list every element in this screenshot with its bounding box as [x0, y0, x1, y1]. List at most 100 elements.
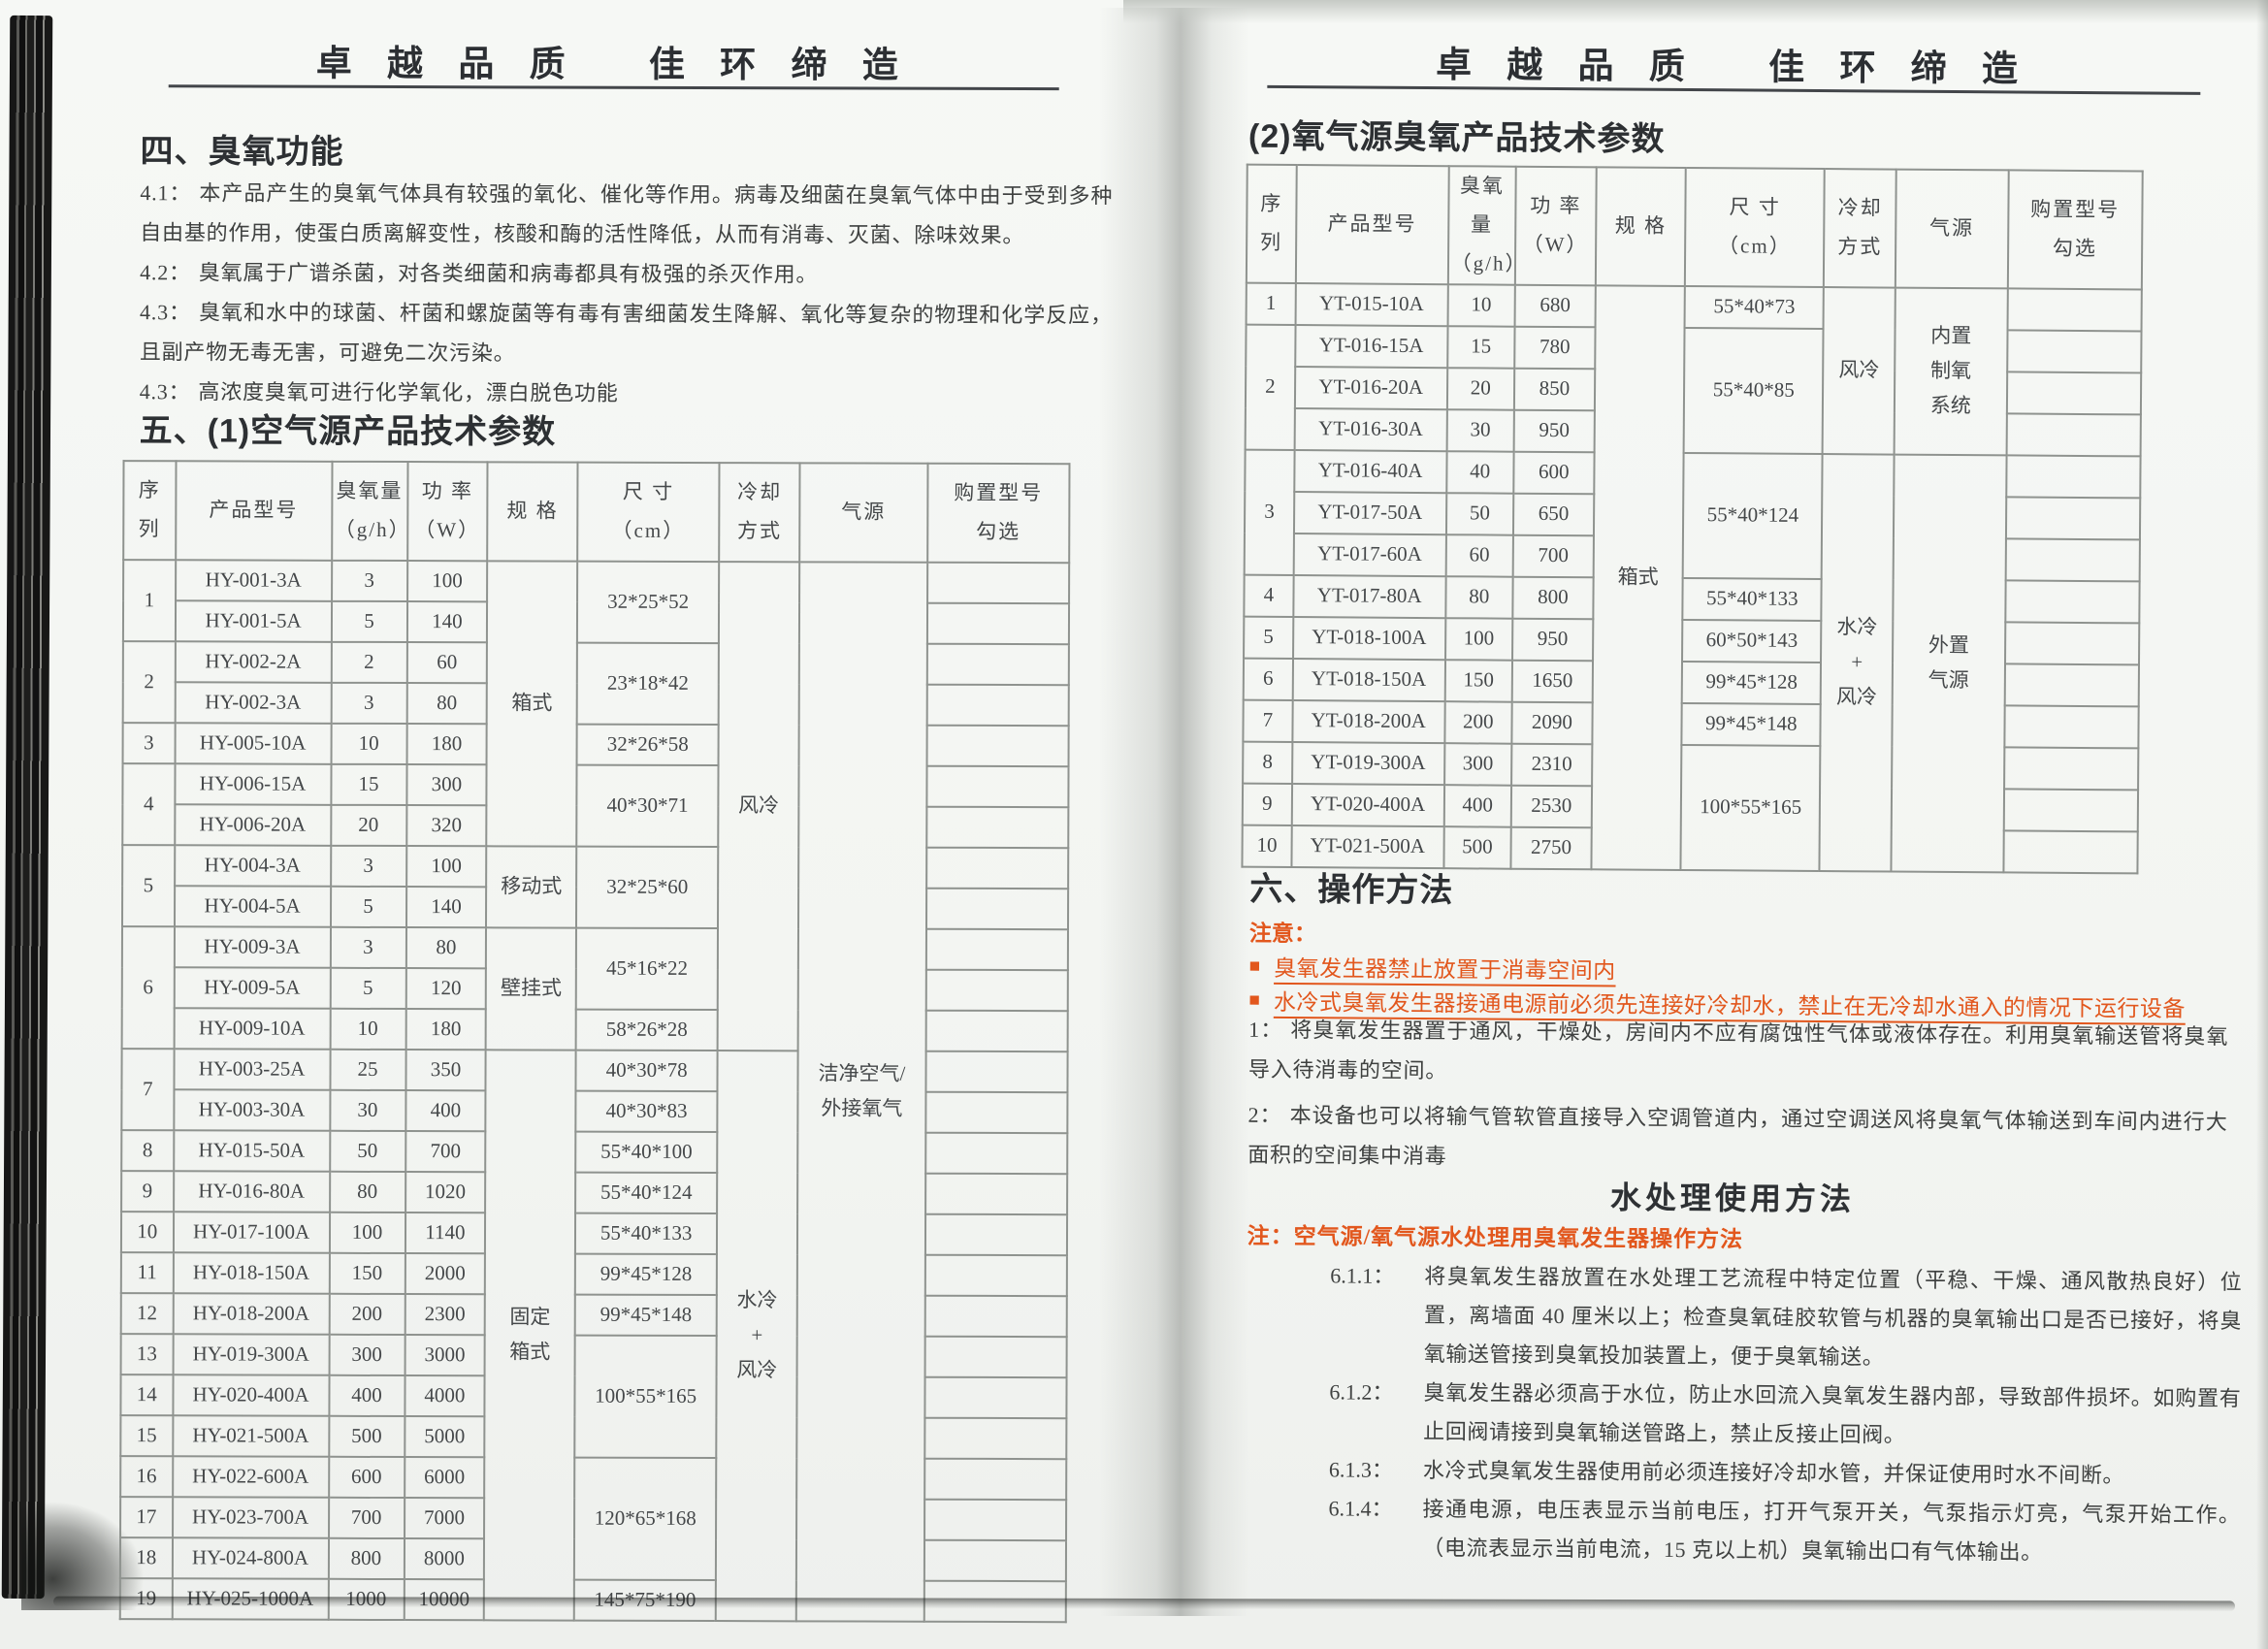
table-cell: 30: [329, 1089, 405, 1132]
table-cell: 15: [330, 763, 407, 806]
table-cell: 3: [331, 560, 407, 602]
table-row: 16 HY-022-600A 600 6000 120*65*168: [120, 1456, 1067, 1581]
table-cell: 5: [331, 600, 407, 643]
table-cell: 300: [405, 764, 487, 806]
table-cell: 600: [328, 1456, 405, 1499]
table-cell: 13: [120, 1334, 174, 1375]
table-cell: 水冷 + 风冷: [1819, 453, 1895, 872]
table-cell: 风冷: [717, 562, 800, 1051]
table-cell: 8000: [404, 1538, 485, 1580]
model-checkbox-cell: [926, 643, 1069, 686]
table-cell: 4000: [404, 1375, 485, 1417]
water-step-6-1-1: 6.1.1： 将臭氧发生器放置在水处理工艺流程中特定位置（平稳、干燥、通风散热良好…: [1330, 1256, 2243, 1379]
operation-steps: 1： 将臭氧发生器置于通风，干燥处，房间内不应有腐蚀性气体或液体存在。利用臭氧输送…: [1247, 1010, 2228, 1187]
table-cell: 700: [405, 1131, 486, 1173]
model-checkbox-cell: [923, 1458, 1067, 1501]
paragraph-text: 臭氧和水中的球菌、杆菌和螺旋菌等有毒有害细菌发生降解、氧化等复杂的物理和化学反应…: [139, 300, 1114, 366]
model-checkbox-cell: [925, 928, 1068, 971]
square-bullet-icon: ■: [1248, 989, 1261, 1011]
table-cell: 25: [329, 1049, 406, 1091]
table-cell: 6000: [404, 1457, 485, 1499]
paragraph-label: 4.3：: [139, 300, 192, 325]
table-cell: 55*40*133: [1682, 577, 1822, 621]
model-checkbox-cell: [926, 765, 1069, 808]
paragraph-text: 本产品产生的臭氧气体具有较强的氧化、催化等作用。病毒及细菌在臭氧气体中由于受到多…: [140, 180, 1114, 248]
model-checkbox-cell: [924, 1213, 1068, 1256]
table-cell: 2310: [1510, 743, 1593, 786]
table-cell: 58*26*28: [575, 1009, 718, 1051]
table-cell: 99*45*148: [574, 1294, 718, 1337]
table-cell: 1: [1246, 282, 1296, 325]
table-cell: 55*40*73: [1684, 285, 1825, 329]
table-cell: 950: [1511, 618, 1594, 661]
table-cell: 100: [329, 1212, 405, 1254]
square-bullet-icon: ■: [1248, 955, 1261, 977]
model-checkbox-cell: [2007, 288, 2142, 332]
model-checkbox-cell: [924, 1173, 1068, 1215]
table-cell: 10: [1447, 283, 1515, 327]
table-cell: 200: [1444, 700, 1512, 744]
water-step-6-1-4: 6.1.4： 接通电源，电压表显示当前电压，打开气泵开关，气泵指示灯亮，气泵开始工…: [1328, 1489, 2241, 1573]
table-cell: YT-016-20A: [1294, 366, 1447, 409]
paragraph-4-1: 4.1： 本产品产生的臭氧气体具有较强的氧化、催化等作用。病毒及细菌在臭氧气体中由…: [140, 173, 1113, 255]
table-cell: YT-015-10A: [1295, 282, 1448, 326]
table-cell: 移动式: [486, 846, 577, 928]
center-fold-shadow: [1099, 8, 1249, 1616]
model-checkbox-cell: [2005, 455, 2141, 499]
table-cell: 80: [329, 1171, 405, 1213]
table-cell: 80: [1444, 575, 1513, 619]
table-cell: YT-017-80A: [1293, 574, 1446, 618]
table-cell: 680: [1514, 284, 1596, 327]
table-cell: HY-004-5A: [174, 886, 331, 927]
table-cell: YT-018-100A: [1292, 616, 1445, 660]
paragraph-4-2: 4.2： 臭氧属于广谱杀菌，对各类细菌和病毒都具有极强的杀灭作用。: [140, 252, 1113, 295]
table-cell: 2000: [405, 1253, 486, 1295]
table-cell: 18: [119, 1537, 173, 1579]
operation-step-1: 1： 将臭氧发生器置于通风，干燥处，房间内不应有腐蚀性气体或液体存在。利用臭氧输送…: [1248, 1010, 2229, 1096]
table-cell: 15: [1446, 325, 1515, 369]
table-cell: HY-021-500A: [172, 1415, 329, 1457]
table-cell: HY-001-5A: [175, 600, 332, 642]
table-cell: 55*40*100: [575, 1131, 718, 1174]
table-cell: 2530: [1510, 785, 1593, 827]
table-row: 2 HY-002-2A 2 60 23*18*42: [122, 641, 1069, 726]
table-cell: 850: [1513, 368, 1596, 410]
table-cell: 7000: [404, 1498, 485, 1539]
right-page: 卓 越 品 质 佳 环 缔 造 (2)氧气源臭氧产品技术参数 序 列产品型号 臭氧…: [1148, 0, 2268, 1623]
table-row: 5 HY-004-3A 3 100 移动式 32*25*60: [121, 845, 1069, 929]
model-checkbox-cell: [2006, 372, 2142, 415]
model-checkbox-cell: [926, 725, 1069, 767]
table-cell: 400: [1443, 784, 1511, 827]
table-cell: 3: [122, 723, 176, 764]
column-header: 购置型号 勾选: [926, 463, 1070, 564]
table-cell: 2300: [405, 1294, 486, 1336]
table-cell: 140: [405, 887, 487, 928]
table-row: 11 HY-018-150A 150 2000 99*45*128: [120, 1252, 1067, 1297]
column-header: 产品型号: [1295, 165, 1449, 284]
table-cell: 箱式: [486, 561, 578, 847]
table-row: 6 YT-018-150A 150 1650 99*45*128: [1243, 658, 2140, 707]
model-checkbox-cell: [2003, 747, 2139, 791]
table-row: 9 HY-016-80A 80 1020 55*40*124: [121, 1171, 1068, 1215]
table-cell: 15: [120, 1415, 174, 1457]
model-checkbox-cell: [924, 1254, 1067, 1297]
table-cell: 45*16*22: [575, 927, 719, 1011]
column-header: 功 率 （W）: [406, 462, 488, 562]
table-cell: HY-009-5A: [174, 967, 331, 1009]
scan-right-edge-band: [2256, 0, 2268, 1649]
water-step-6-1-3: 6.1.3： 水冷式臭氧发生器使用前必须连接好冷却水管，并保证使用时水不间断。: [1329, 1450, 2241, 1496]
table-cell: 780: [1514, 326, 1596, 369]
table-cell: 5: [330, 967, 406, 1010]
table-cell: 10: [1242, 824, 1292, 867]
table-cell: 3: [330, 845, 406, 888]
column-header: 臭氧量 （g/h）: [1447, 166, 1528, 285]
table-cell: 箱式: [1591, 284, 1686, 870]
table-cell: 2: [1245, 324, 1296, 450]
table-row: HY-003-30A 30 400 40*30*83: [121, 1089, 1068, 1134]
table-cell: YT-016-30A: [1294, 407, 1447, 451]
table-cell: YT-016-40A: [1294, 449, 1447, 493]
table-cell: 1020: [405, 1172, 486, 1213]
table-cell: YT-018-200A: [1292, 699, 1445, 743]
table-cell: 100: [1444, 617, 1513, 661]
model-checkbox-cell: [925, 1010, 1068, 1052]
